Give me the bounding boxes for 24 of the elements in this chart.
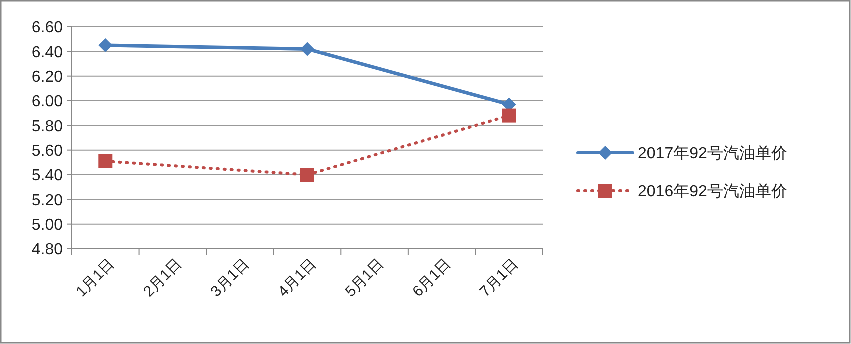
y-tick-label: 5.00 — [32, 216, 64, 234]
point — [98, 38, 113, 52]
y-tick-label: 4.80 — [32, 242, 64, 259]
y-tick-label: 6.00 — [32, 94, 64, 111]
y-tick-label: 5.40 — [32, 168, 64, 185]
x-tick-label: 6月1日 — [410, 256, 455, 301]
y-tick-label: 6.40 — [32, 44, 64, 62]
y-tick-label: 5.60 — [32, 142, 64, 160]
point — [98, 154, 113, 168]
x-tick-label: 2月1日 — [140, 256, 186, 301]
legend-label: 2016年92号汽油单价 — [638, 182, 788, 201]
point — [300, 168, 314, 182]
x-tick-label: 3月1日 — [208, 256, 253, 301]
x-tick-label: 1月1日 — [73, 256, 118, 301]
x-tick-label: 5月1日 — [342, 256, 388, 301]
y-tick-label: 6.20 — [32, 68, 64, 86]
point — [502, 108, 516, 123]
point — [300, 42, 314, 56]
x-tick-label: 7月1日 — [476, 256, 522, 301]
y-tick-label: 5.20 — [32, 192, 64, 210]
legend-label: 2017年92号汽油单价 — [638, 144, 788, 163]
y-tick-label: 6.60 — [32, 20, 64, 37]
y-tick-label: 5.80 — [32, 118, 64, 136]
x-tick-label: 4月1日 — [275, 256, 320, 301]
